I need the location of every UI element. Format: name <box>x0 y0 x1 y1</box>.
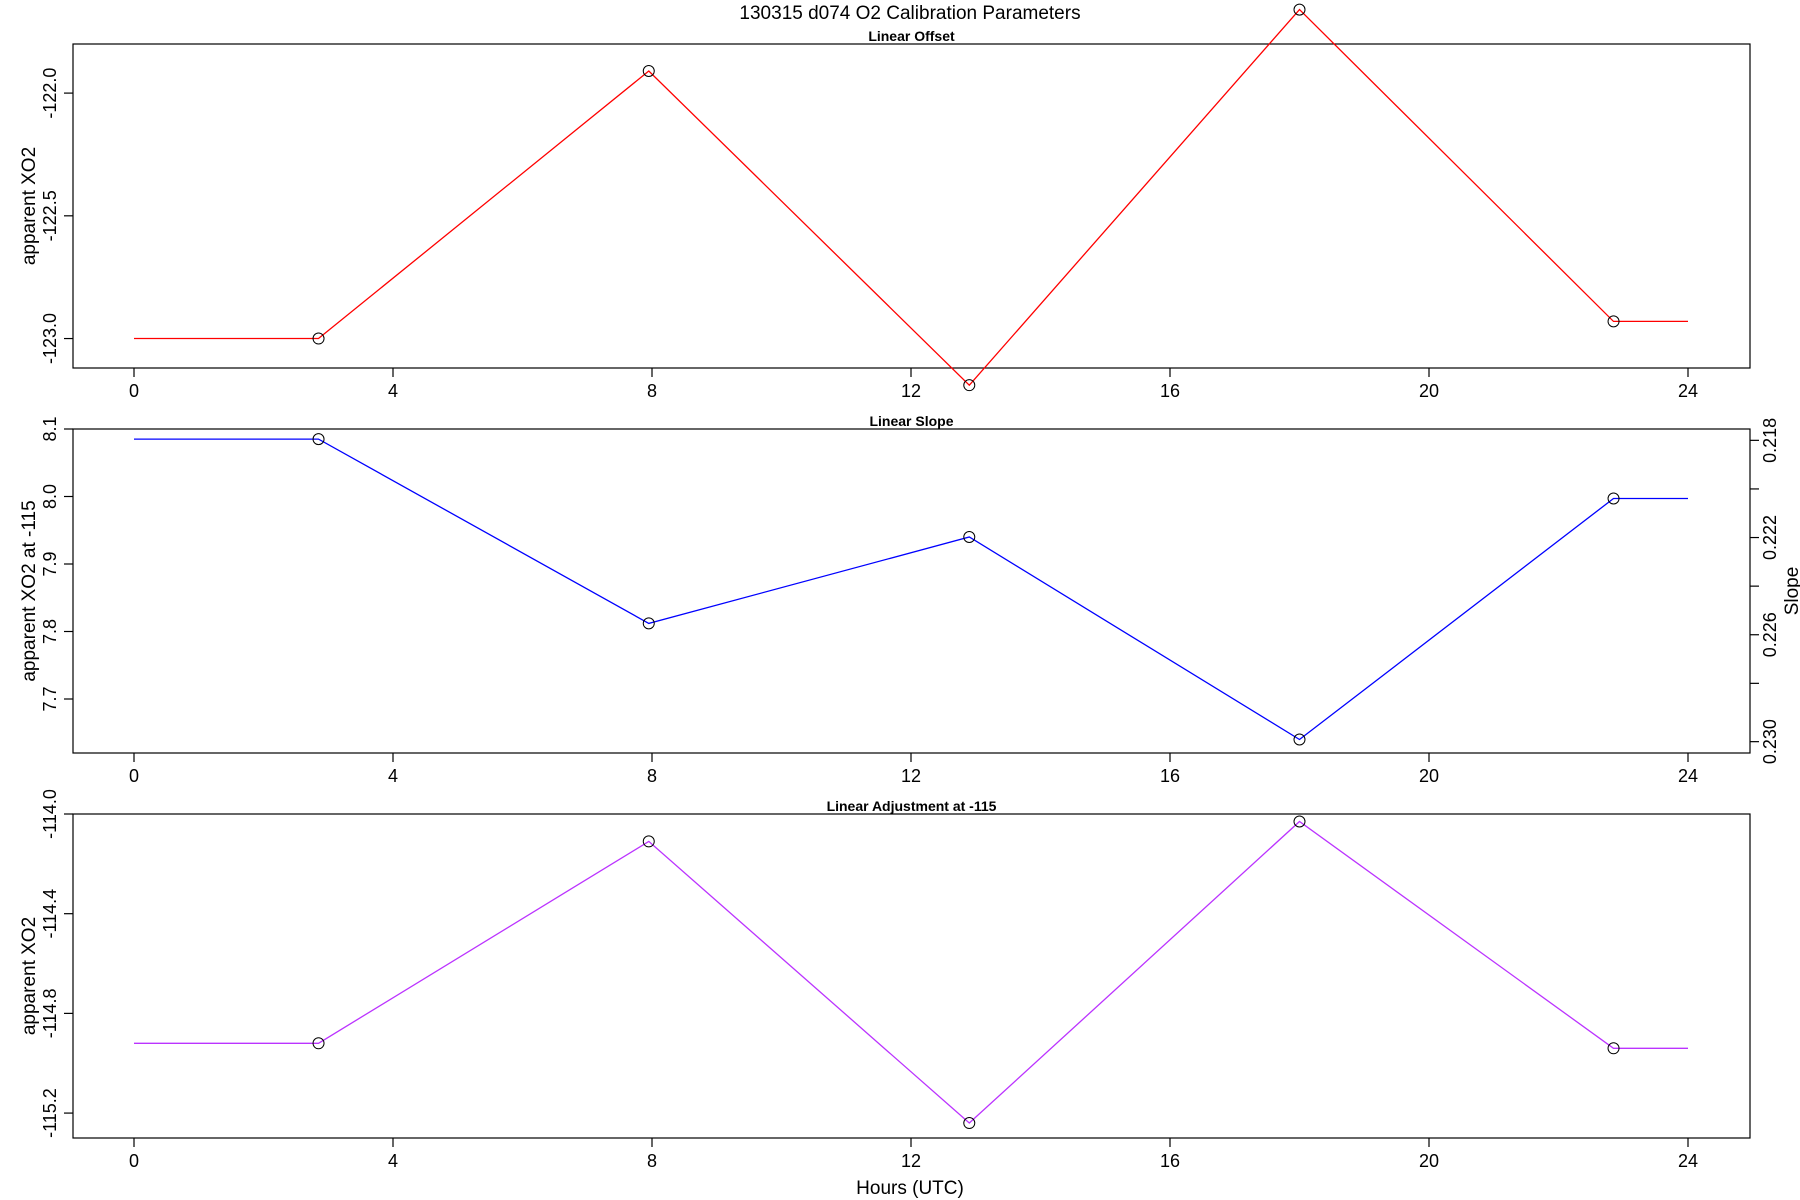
data-point <box>312 332 325 345</box>
x-tick-label: 0 <box>129 381 139 401</box>
x-tick-label: 8 <box>647 381 657 401</box>
y-tick-label: 8.1 <box>40 416 60 441</box>
y-tick-label: -114.0 <box>40 789 60 839</box>
panel-title: Linear Adjustment at -115 <box>827 798 997 814</box>
data-point <box>1293 733 1306 746</box>
plot-frame <box>72 813 1751 1139</box>
y-tick-label: 7.8 <box>40 619 60 644</box>
y-tick-label: -123.0 <box>40 313 60 364</box>
data-point <box>1607 315 1620 328</box>
data-point <box>963 1117 976 1130</box>
plot-frame <box>72 43 1751 369</box>
x-tick-label: 16 <box>1160 766 1180 786</box>
x-tick-label: 0 <box>129 1151 139 1171</box>
data-point <box>1293 815 1306 828</box>
figure-title: 130315 d074 O2 Calibration Parameters <box>739 3 1080 24</box>
y-tick-label: -114.8 <box>40 989 60 1039</box>
x-tick-label: 24 <box>1678 766 1698 786</box>
data-point <box>642 65 655 77</box>
y-right-axis-label: Slope <box>1782 567 1800 616</box>
series-line <box>134 438 1688 741</box>
x-tick-label: 24 <box>1678 1151 1698 1171</box>
data-point <box>963 379 976 392</box>
y-right-tick-label: 0.222 <box>1760 515 1780 560</box>
data-point <box>1293 3 1306 16</box>
data-point <box>642 835 655 848</box>
plot-frame <box>72 428 1751 754</box>
x-tick-label: 8 <box>647 1151 657 1171</box>
x-tick-label: 8 <box>647 766 657 786</box>
x-tick-label: 12 <box>901 381 921 401</box>
x-tick-label: 12 <box>901 766 921 786</box>
y-tick-label: 7.9 <box>40 551 60 576</box>
y-tick-label: -114.4 <box>40 889 60 939</box>
y-tick-label: -115.2 <box>40 1088 60 1138</box>
y-axis-label: apparent XO2 at -115 <box>19 500 40 681</box>
x-tick-label: 4 <box>388 766 398 786</box>
x-tick-label: 0 <box>129 766 139 786</box>
y-right-tick-label: 0.230 <box>1760 719 1780 764</box>
data-point <box>1607 492 1620 505</box>
linear-adjustment-panel: Linear Adjustment at -115 0 4 8 12 16 20 24 -115… <box>19 789 1751 1171</box>
x-tick-label: 20 <box>1419 381 1439 401</box>
y-tick-label: -122.5 <box>40 190 60 241</box>
x-tick-label: 20 <box>1419 766 1439 786</box>
y-right-tick-label: 0.226 <box>1760 612 1780 657</box>
y-axis-label: apparent XO2 <box>19 147 40 265</box>
x-tick-label: 4 <box>388 381 398 401</box>
y-tick-label: 7.7 <box>40 686 60 711</box>
x-tick-label: 16 <box>1160 381 1180 401</box>
x-tick-label: 12 <box>901 1151 921 1171</box>
data-point <box>642 617 655 630</box>
y-right-tick-label: 0.218 <box>1760 418 1780 463</box>
data-point <box>312 433 325 446</box>
data-point <box>963 531 976 543</box>
data-point <box>312 1037 325 1050</box>
figure-x-axis-label: Hours (UTC) <box>856 1178 964 1199</box>
panel-title: Linear Slope <box>869 413 953 429</box>
y-tick-label: 8.0 <box>40 484 60 509</box>
series-line <box>134 820 1688 1124</box>
data-point <box>1607 1042 1620 1055</box>
x-tick-label: 16 <box>1160 1151 1180 1171</box>
x-tick-label: 20 <box>1419 1151 1439 1171</box>
linear-slope-panel: Linear Slope 0 4 8 12 16 20 24 7.7 7.8 7.9 8.0 8.1 ap… <box>19 413 1800 786</box>
linear-offset-panel: Linear Offset 0 4 8 12 16 20 24 -123.0 -122.5 -122… <box>19 3 1751 401</box>
panel-title: Linear Offset <box>868 28 955 44</box>
series-line <box>134 8 1688 387</box>
y-tick-label: -122.0 <box>40 68 60 119</box>
x-tick-label: 4 <box>388 1151 398 1171</box>
y-axis-label: apparent XO2 <box>19 917 40 1035</box>
x-tick-label: 24 <box>1678 381 1698 401</box>
